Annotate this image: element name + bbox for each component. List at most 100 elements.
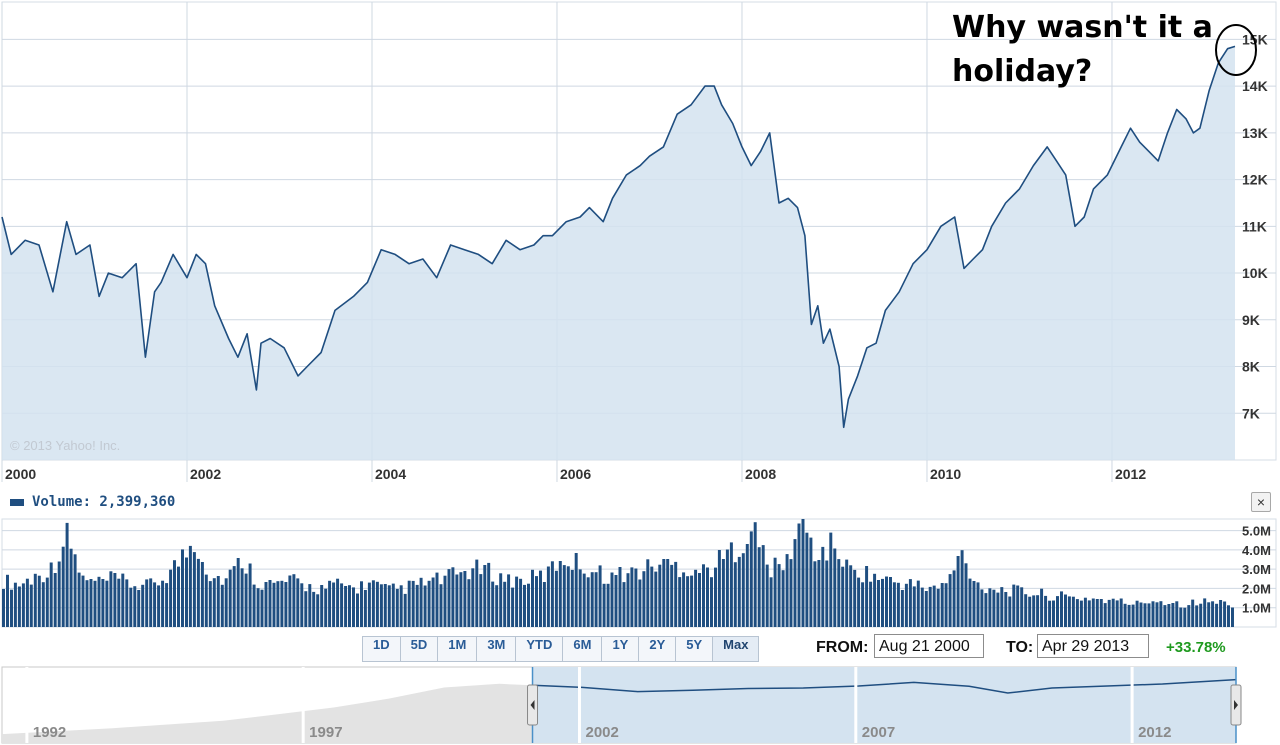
range-button-1m[interactable]: 1M [438,637,478,661]
range-button-5y[interactable]: 5Y [676,637,714,661]
y-tick-label: 12K [1242,172,1268,188]
volume-bar [459,572,463,627]
volume-bar [161,580,165,627]
volume-bar [1119,598,1123,627]
volume-bar [443,575,447,627]
volume-bar [1187,605,1191,627]
volume-bar [881,578,884,627]
chevron-left-icon [530,700,535,710]
volume-bar [1032,595,1036,627]
volume-bar [37,575,41,627]
volume-bar [1147,603,1151,627]
volume-bar [328,580,332,627]
volume-bar [395,588,399,627]
volume-bar [1223,601,1227,627]
volume-bar [1079,600,1083,627]
volume-bar [928,586,932,627]
volume-bar [360,581,363,627]
volume-legend: Volume: 2,399,360 [10,494,185,510]
volume-swatch-icon [10,498,24,506]
volume-bar [1219,600,1223,627]
volume-bar [606,583,610,627]
volume-bar [1139,602,1143,627]
volume-bar [419,577,423,627]
volume-bar [896,582,900,627]
range-button-2y[interactable]: 2Y [639,637,677,661]
volume-bar [149,578,153,627]
range-button-1d[interactable]: 1D [363,637,401,661]
from-date-field[interactable]: Aug 21 2000 [874,634,984,658]
y-tick-label: 14K [1242,78,1268,94]
volume-bar [594,572,598,627]
volume-bar [332,582,336,627]
range-button-6m[interactable]: 6M [563,637,603,661]
volume-bar [694,569,698,627]
volume-bar [833,548,837,627]
volume-bar [503,581,507,627]
volume-bar [904,583,908,627]
volume-bar [729,542,733,627]
volume-bar [157,585,161,627]
volume-bar [188,545,192,627]
volume-bar [610,572,614,627]
volume-bar [869,581,873,627]
volume-bar [1095,599,1099,627]
volume-bar [710,577,713,627]
navigator-chart[interactable]: 1992 1997 2002 2007 2012 [0,665,1280,745]
volume-bar [546,566,550,627]
volume-bar [920,587,924,627]
volume-bar [320,585,324,627]
volume-bar [10,589,13,627]
volume-bar [777,564,781,627]
volume-bar [566,566,570,627]
volume-bar [1143,603,1147,627]
range-button-5d[interactable]: 5D [400,637,439,661]
volume-bar [837,559,841,627]
volume-bar [399,585,403,627]
close-volume-button[interactable]: × [1251,492,1271,512]
volume-bar [45,577,49,627]
volume-bar [1227,605,1230,627]
volume-bar [423,585,427,627]
volume-bar [403,593,407,627]
volume-bar [1056,596,1059,627]
from-label: FROM: [816,639,869,656]
volume-bar [586,577,590,627]
volume-bar [984,593,988,627]
range-button-3m[interactable]: 3M [477,637,517,661]
volume-bar [725,549,729,627]
volume-bar [491,581,495,627]
range-button-max[interactable]: Max [713,637,759,661]
volume-bar [475,559,479,627]
volume-bar [972,581,976,627]
volume-bar [721,559,725,627]
volume-bar [562,565,566,627]
volume-bar [427,580,431,627]
volume-bar [964,563,968,627]
volume-bar [550,561,554,627]
volume-bar [793,539,797,627]
range-button-1y[interactable]: 1Y [602,637,640,661]
volume-bar [1167,604,1171,627]
range-button-ytd[interactable]: YTD [516,637,564,661]
volume-bar [431,577,435,627]
volume-bar [1107,599,1111,627]
volume-bar [698,573,701,627]
volume-bar [41,582,45,627]
volume-bar [976,582,980,627]
volume-bar [133,586,137,627]
to-date-field[interactable]: Apr 29 2013 [1037,634,1149,658]
volume-bar [940,583,944,627]
navigator-tick-label: 2002 [585,724,618,741]
volume-bar [1159,601,1163,627]
volume-bar [81,575,85,627]
volume-bar [137,590,141,627]
volume-bar [1115,600,1119,627]
volume-bar [1211,601,1215,627]
volume-bar [1044,595,1048,627]
volume-bar [220,584,224,627]
volume-bar [1163,605,1167,627]
volume-bar [773,557,777,627]
volume-bar [805,532,809,627]
volume-bar [634,568,638,627]
